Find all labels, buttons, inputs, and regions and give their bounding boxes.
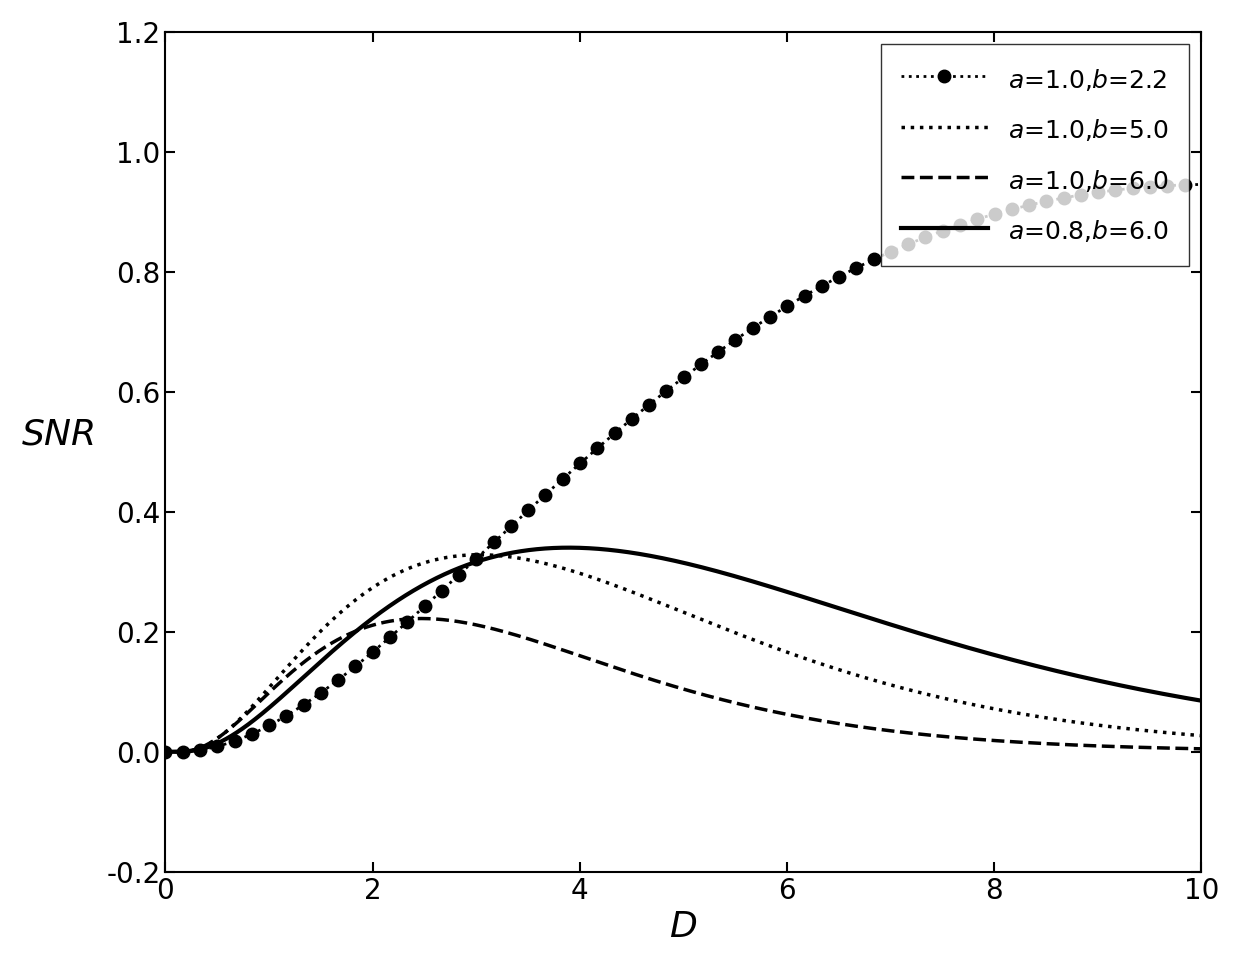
$a$=1.0,$b$=5.0 [471, 549, 486, 561]
$a$=1.0,$b$=5.0 [1194, 730, 1209, 741]
Legend: $a$=1.0,$b$=2.2, $a$=1.0,$b$=5.0, $a$=1.0,$b$=6.0, $a$=0.8,$b$=6.0: $a$=1.0,$b$=2.2, $a$=1.0,$b$=5.0, $a$=1.… [880, 44, 1189, 266]
$a$=1.0,$b$=5.0 [277, 665, 291, 676]
Line: $a$=1.0,$b$=6.0: $a$=1.0,$b$=6.0 [165, 619, 1202, 752]
X-axis label: $D$: $D$ [670, 910, 697, 944]
$a$=1.0,$b$=5.0 [157, 746, 172, 758]
$a$=1.0,$b$=6.0 [1063, 739, 1078, 751]
$a$=1.0,$b$=6.0 [277, 674, 291, 685]
$a$=1.0,$b$=2.2 [337, 669, 352, 680]
$a$=0.8,$b$=6.0 [600, 544, 615, 556]
$a$=1.0,$b$=2.2 [277, 711, 291, 723]
$a$=1.0,$b$=5.0 [600, 577, 615, 589]
$a$=0.8,$b$=6.0 [157, 746, 172, 758]
$a$=1.0,$b$=5.0 [337, 603, 352, 615]
$a$=1.0,$b$=6.0 [337, 630, 352, 642]
$a$=1.0,$b$=5.0 [556, 563, 570, 574]
$a$=1.0,$b$=6.0 [600, 659, 615, 671]
Line: $a$=1.0,$b$=2.2: $a$=1.0,$b$=2.2 [159, 179, 1208, 758]
$a$=1.0,$b$=5.0 [1174, 729, 1189, 740]
$a$=0.8,$b$=6.0 [337, 635, 352, 647]
$a$=0.8,$b$=6.0 [1063, 669, 1078, 680]
$a$=1.0,$b$=5.0 [1063, 716, 1078, 728]
$a$=1.0,$b$=6.0 [414, 613, 429, 624]
$a$=1.0,$b$=6.0 [1174, 743, 1189, 755]
$a$=1.0,$b$=2.2 [556, 473, 570, 484]
$a$=1.0,$b$=6.0 [556, 645, 570, 656]
$a$=1.0,$b$=2.2 [1063, 191, 1078, 203]
$a$=1.0,$b$=2.2 [1194, 179, 1209, 190]
$a$=0.8,$b$=6.0 [556, 542, 570, 554]
Line: $a$=1.0,$b$=5.0: $a$=1.0,$b$=5.0 [165, 555, 1202, 752]
$a$=1.0,$b$=6.0 [157, 746, 172, 758]
$a$=0.8,$b$=6.0 [1194, 695, 1209, 706]
$a$=1.0,$b$=2.2 [157, 746, 172, 758]
$a$=0.8,$b$=6.0 [1174, 692, 1189, 703]
$a$=1.0,$b$=2.2 [1173, 179, 1188, 191]
$a$=1.0,$b$=6.0 [1194, 743, 1209, 755]
$a$=0.8,$b$=6.0 [562, 542, 577, 554]
Y-axis label: $SNR$: $SNR$ [21, 418, 94, 452]
$a$=1.0,$b$=2.2 [600, 433, 615, 445]
$a$=0.8,$b$=6.0 [277, 689, 291, 701]
Line: $a$=0.8,$b$=6.0: $a$=0.8,$b$=6.0 [165, 548, 1202, 752]
